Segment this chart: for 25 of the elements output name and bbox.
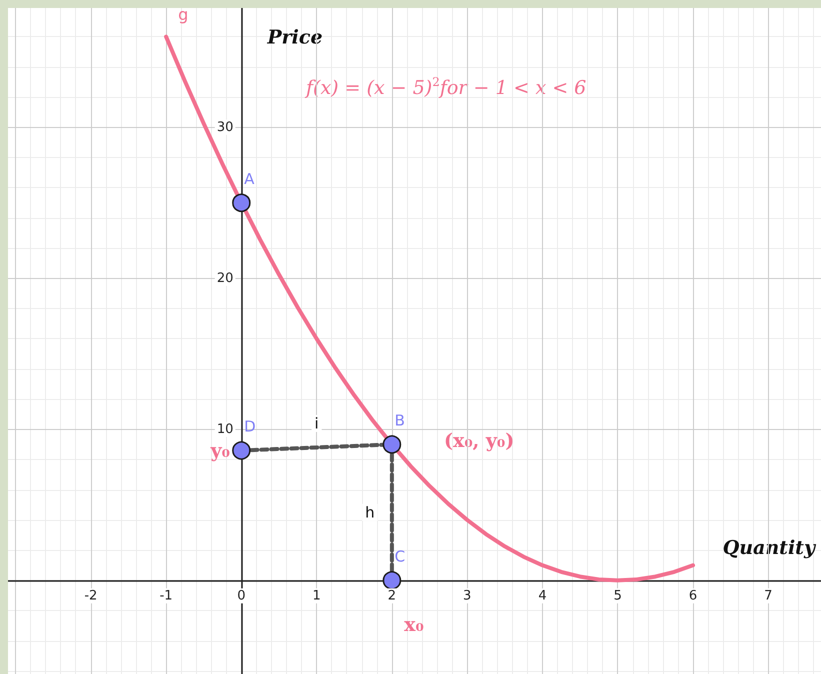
x-tick-label: 7 [764,588,772,604]
annotation: y₀ [210,440,230,462]
series-label: i [314,414,319,432]
x-tick-label: 1 [312,588,321,604]
x-tick-label: -2 [84,588,98,604]
x-tick-label: 4 [538,588,547,604]
annotation: (x₀, y₀) [444,430,514,452]
y-tick-label: 10 [216,422,234,437]
annotation: x₀ [404,614,424,636]
x-tick-label: 0 [237,588,246,604]
data-label: B [394,412,405,430]
x-tick-label: 2 [388,588,396,604]
data-label: C [394,548,406,566]
x-tick-label: 6 [688,588,698,604]
x-axis-title: Quantity [722,536,817,559]
data-label: A [244,170,256,188]
data-label: D [244,418,256,436]
x-tick-label: -1 [160,588,173,604]
x-tick-label: 3 [463,588,472,604]
x-tick-label: 5 [614,588,622,604]
series-label: g [178,5,188,24]
y-axis-title: Price [266,26,323,48]
y-tick-label: 20 [216,270,234,286]
y-tick-label: 30 [216,120,234,135]
series-label: h [365,503,375,522]
